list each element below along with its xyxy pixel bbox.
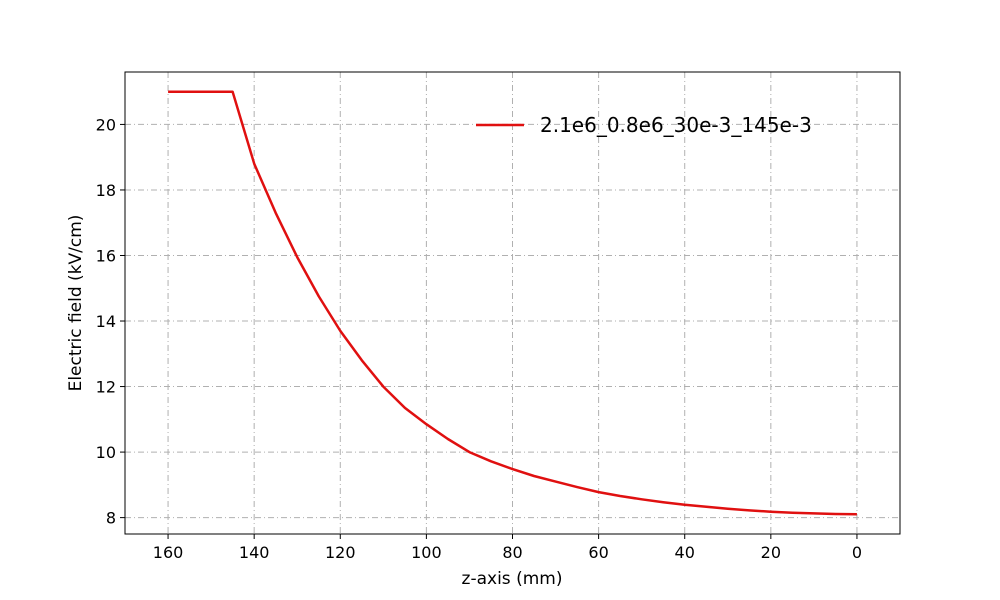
y-tick-label: 14	[96, 312, 116, 331]
y-tick-label: 20	[96, 115, 116, 134]
x-tick-label: 40	[675, 543, 695, 562]
x-tick-label: 20	[761, 543, 781, 562]
y-axis-label: Electric field (kV/cm)	[66, 215, 86, 392]
y-axis-ticks: 8 10 12 14 16 18 20	[96, 115, 125, 528]
y-tick-label: 18	[96, 181, 116, 200]
y-tick-label: 12	[96, 378, 116, 397]
x-axis-ticks: 160 140 120 100 80 60 40 20 0	[153, 534, 862, 562]
y-tick-label: 16	[96, 246, 116, 265]
series-layer	[168, 90, 857, 516]
x-tick-label: 120	[325, 543, 356, 562]
x-tick-label: 100	[411, 543, 442, 562]
y-tick-label: 8	[106, 509, 116, 528]
x-tick-label: 140	[239, 543, 270, 562]
x-tick-label: 0	[852, 543, 862, 562]
x-axis-label: z-axis (mm)	[462, 569, 563, 589]
x-tick-label: 80	[502, 543, 522, 562]
legend: 2.1e6_0.8e6_30e-3_145e-3	[476, 113, 812, 137]
y-tick-label: 10	[96, 443, 116, 462]
grid	[125, 72, 900, 534]
legend-label: 2.1e6_0.8e6_30e-3_145e-3	[540, 113, 812, 137]
x-tick-label: 60	[588, 543, 608, 562]
x-tick-label: 160	[153, 543, 184, 562]
series-line	[168, 90, 857, 516]
